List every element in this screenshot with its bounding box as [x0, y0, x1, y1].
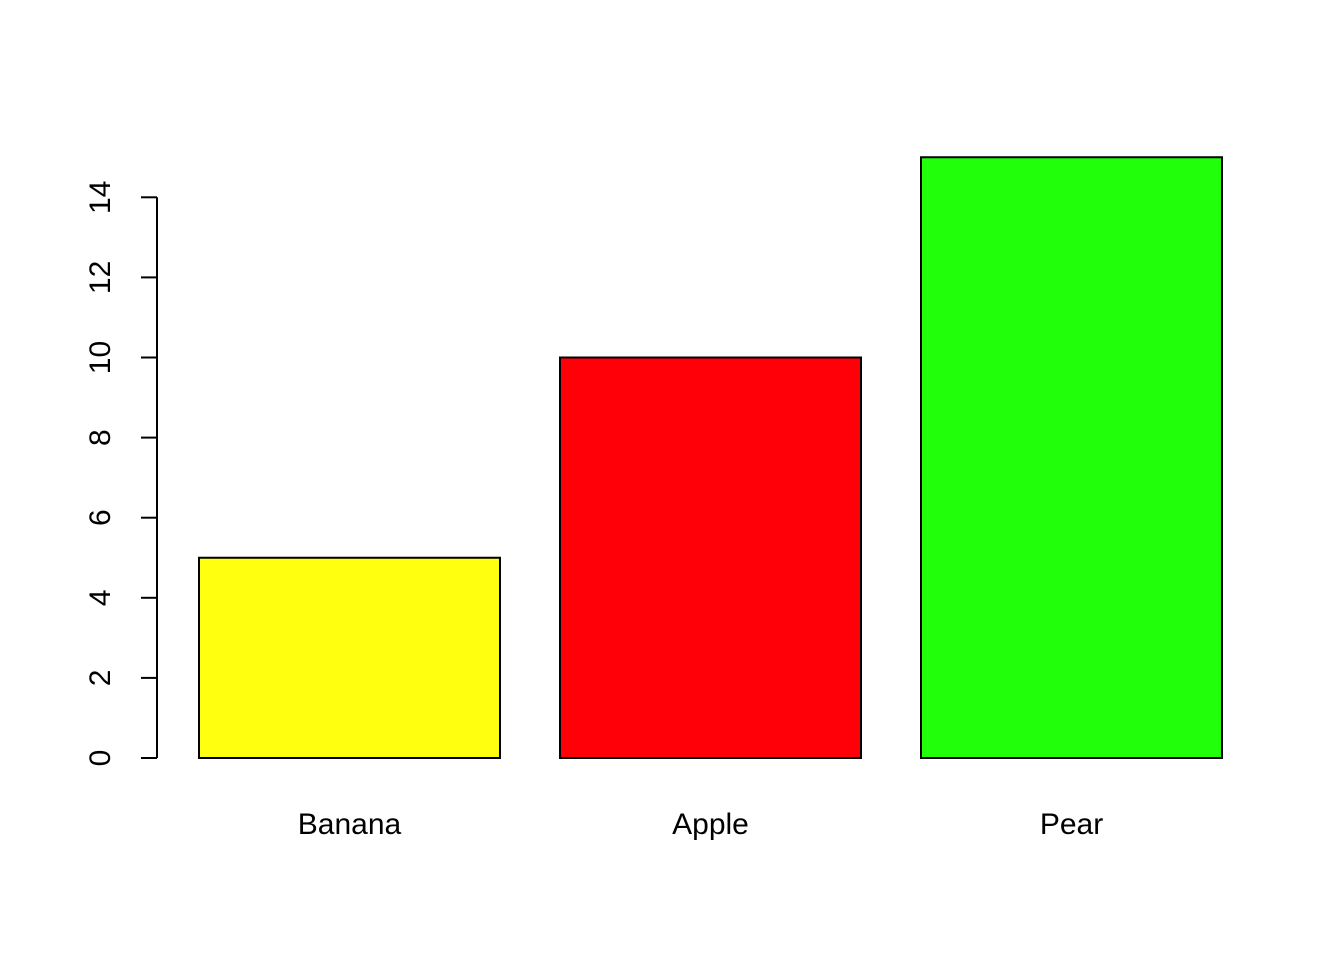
- bar-banana: [198, 556, 501, 759]
- bar-pear: [920, 156, 1223, 759]
- y-tick-label: 10: [84, 341, 117, 374]
- bar-apple: [559, 356, 862, 759]
- bars-layer: [198, 156, 1223, 759]
- x-tick-label-banana: Banana: [298, 808, 402, 841]
- y-tick-label: 6: [84, 509, 117, 526]
- x-tick-label-pear: Pear: [1040, 808, 1103, 841]
- y-axis: 0 2 4 6 8 10 12 14: [84, 181, 158, 767]
- y-tick-label: 12: [84, 261, 117, 294]
- y-tick-label: 2: [84, 670, 117, 687]
- x-axis-labels: Banana Apple Pear: [298, 808, 1103, 841]
- y-tick-label: 8: [84, 429, 117, 446]
- y-tick-label: 0: [84, 750, 117, 767]
- y-tick-label: 4: [84, 589, 117, 606]
- y-tick-label: 14: [84, 181, 117, 214]
- x-tick-label-apple: Apple: [672, 808, 749, 841]
